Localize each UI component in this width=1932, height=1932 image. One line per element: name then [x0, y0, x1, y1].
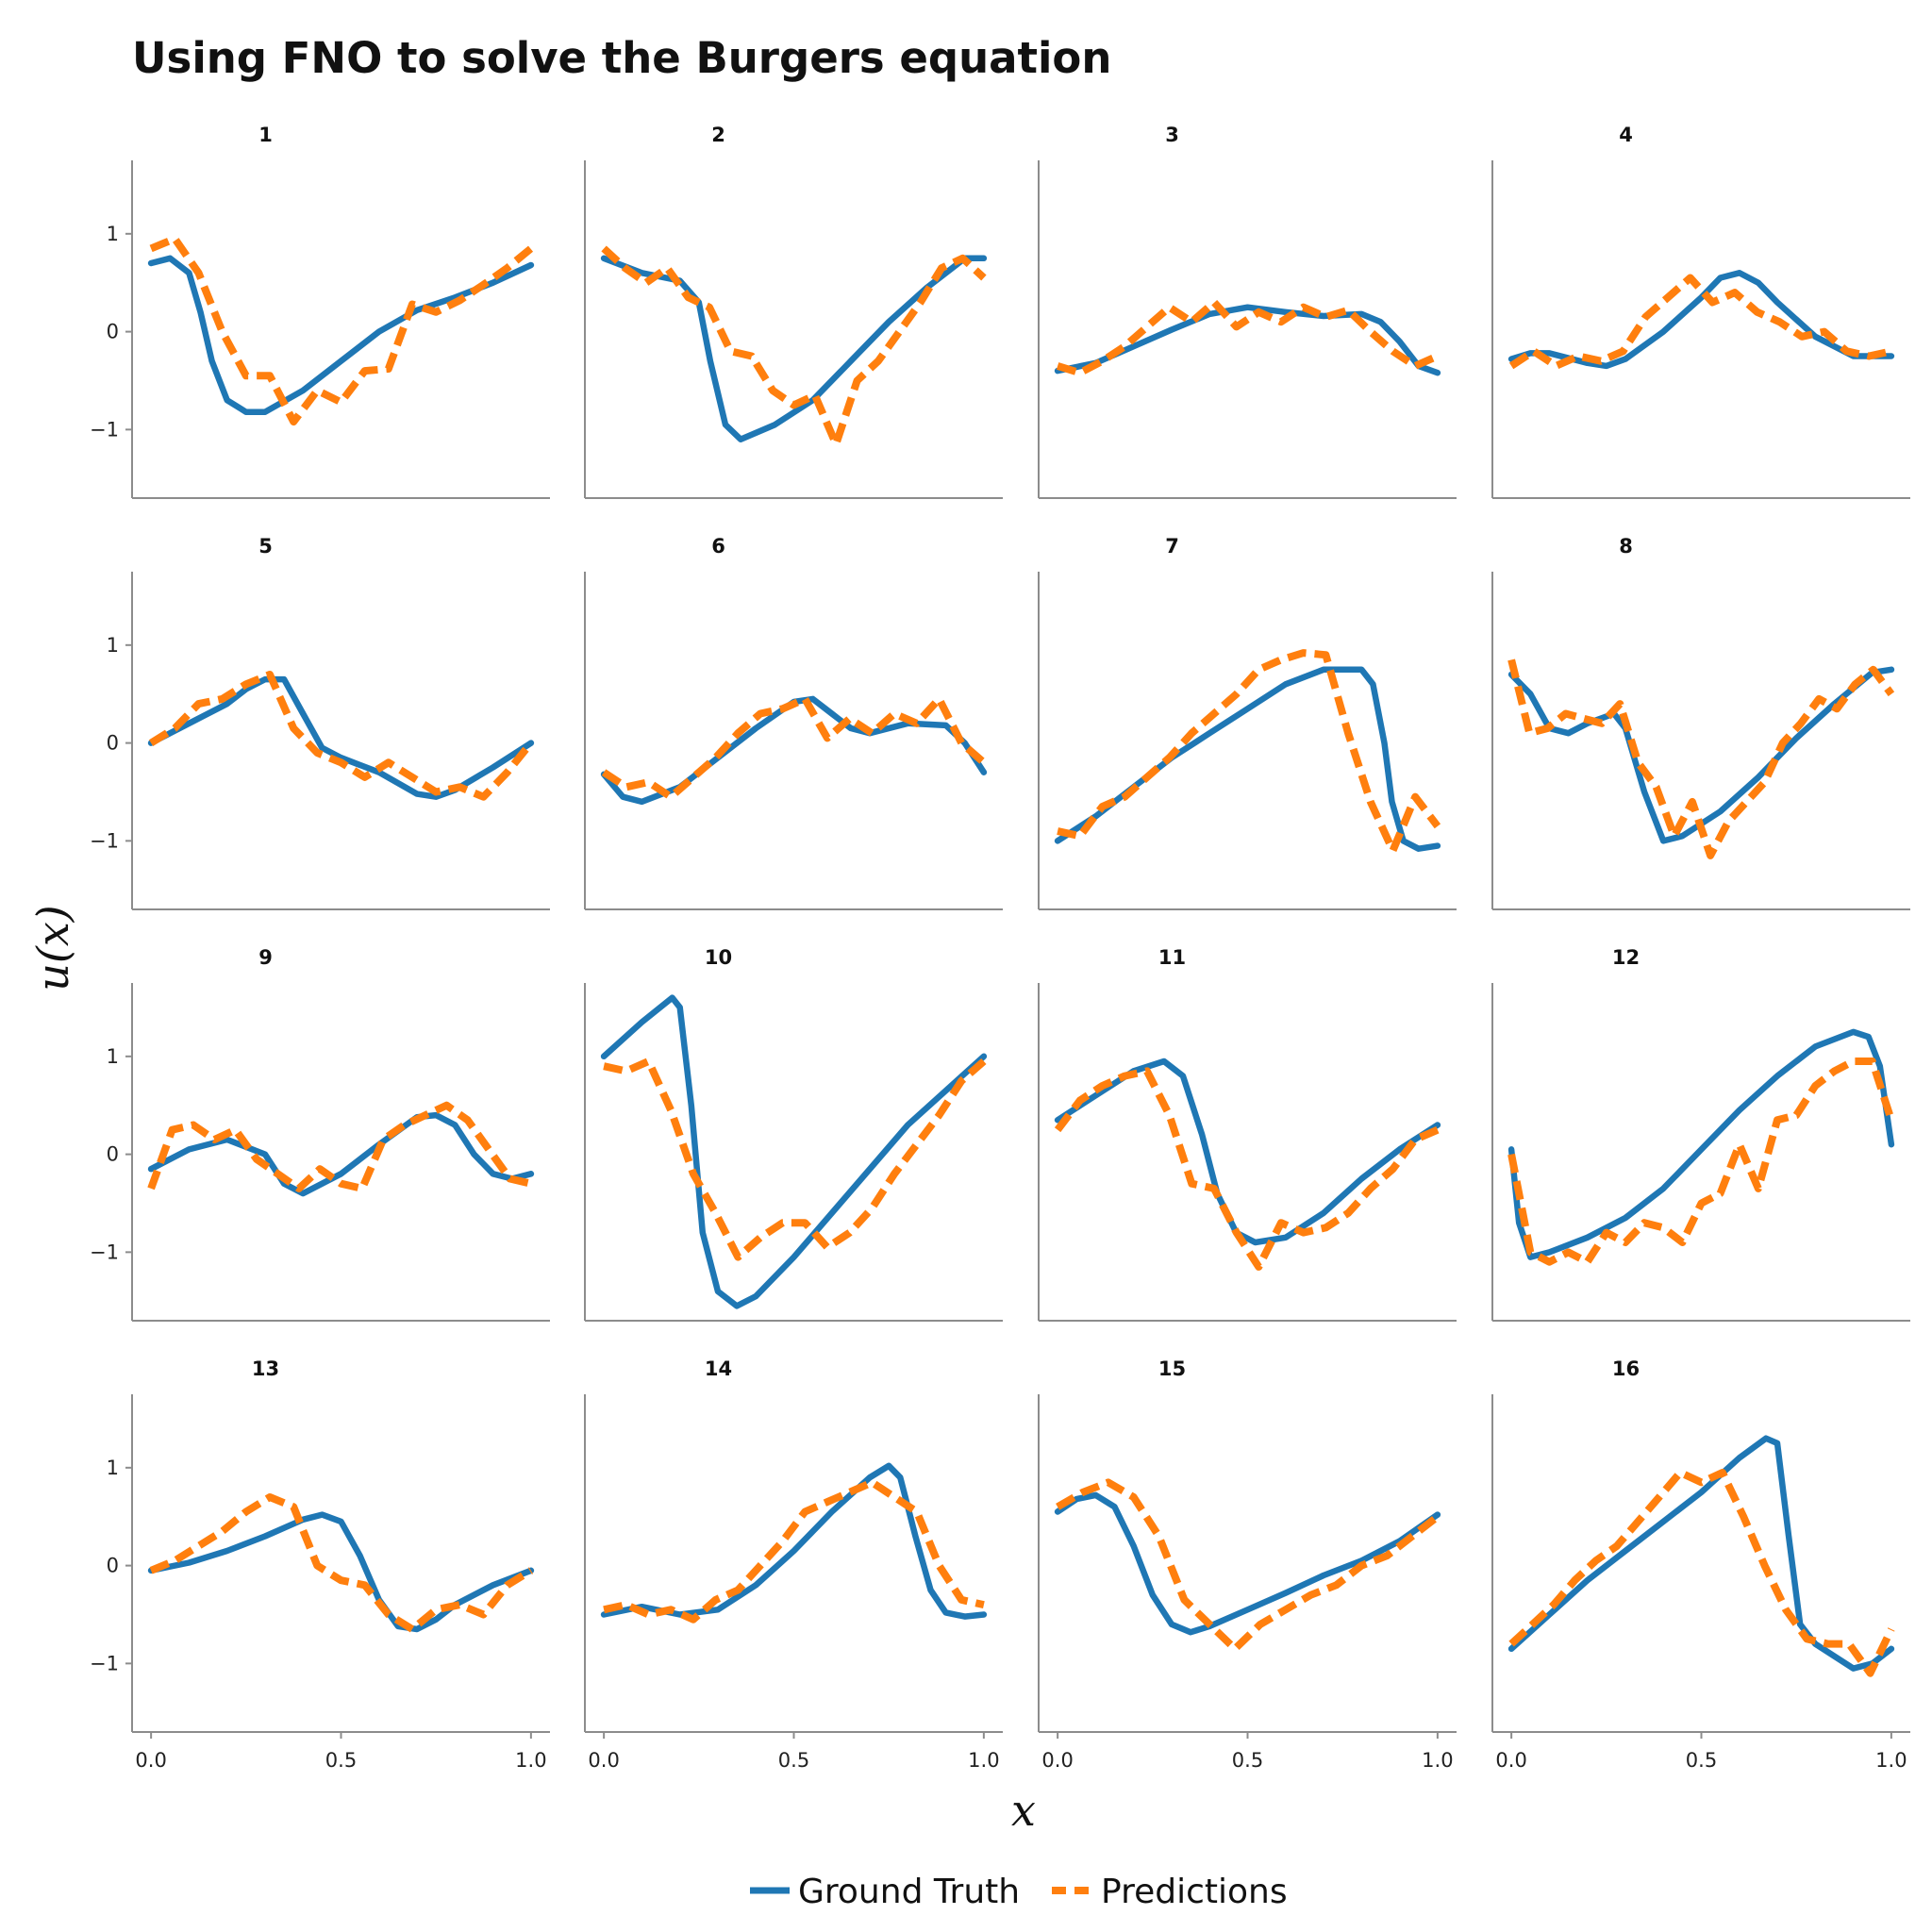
- panel-11: 11: [1038, 946, 1457, 1322]
- ground-truth-line: [147, 675, 535, 800]
- y-tick-label: 1: [107, 223, 119, 245]
- y-tick-label: 1: [107, 1457, 119, 1479]
- y-axis-label: u(x): [27, 905, 78, 991]
- panel-16: 16 0.0 0.5 1.0: [1491, 1357, 1910, 1772]
- ground-truth-line: [1054, 1491, 1441, 1636]
- x-tick-label: 1.0: [1422, 1749, 1453, 1772]
- panel-title: 12: [1612, 946, 1640, 969]
- panel-4: 4: [1491, 124, 1910, 499]
- chart-title: Using FNO to solve the Burgers equation: [132, 33, 1111, 83]
- x-tick-label: 0.0: [1495, 1749, 1526, 1772]
- y-tick-label: −1: [90, 418, 119, 441]
- ground-truth-line: [1507, 666, 1895, 844]
- panel-3: 3: [1038, 124, 1457, 499]
- y-tick-label: 0: [107, 321, 119, 343]
- x-tick-label: 0.5: [778, 1749, 809, 1772]
- ground-truth-line: [600, 994, 988, 1309]
- panel-title: 5: [258, 535, 273, 558]
- panel-title: 8: [1619, 535, 1633, 558]
- y-tick-label: −1: [90, 1241, 119, 1263]
- ground-truth-line: [1507, 270, 1895, 370]
- predictions-line: [147, 1101, 532, 1192]
- panel-title: 11: [1158, 946, 1186, 969]
- panel-title: 10: [705, 946, 732, 969]
- predictions-line: [603, 1058, 987, 1261]
- panel-10: 10: [584, 946, 1003, 1322]
- x-tick-label: 0.0: [588, 1749, 619, 1772]
- legend-label-predictions: Predictions: [1101, 1873, 1288, 1911]
- predictions-line: [1054, 1067, 1440, 1271]
- x-tick-label: 0.5: [1232, 1749, 1263, 1772]
- predictions-line: [1507, 1058, 1895, 1266]
- panel-title: 9: [258, 946, 273, 969]
- panel-title: 15: [1158, 1357, 1186, 1380]
- panel-title: 14: [705, 1357, 732, 1380]
- panel-title: 6: [711, 535, 725, 558]
- x-tick-label: 1.0: [1875, 1749, 1907, 1772]
- panel-title: 7: [1165, 535, 1179, 558]
- predictions-line: [1508, 274, 1892, 370]
- ground-truth-line: [600, 695, 988, 806]
- y-tick-label: 1: [107, 634, 119, 657]
- panel-8: 8: [1491, 535, 1910, 910]
- predictions-line: [149, 1493, 533, 1633]
- panel-6: 6: [584, 535, 1003, 910]
- y-tick-label: 0: [107, 1143, 119, 1166]
- predictions-line: [149, 235, 534, 426]
- y-tick-label: 0: [107, 732, 119, 755]
- x-tick-label: 0.5: [325, 1749, 357, 1772]
- panel-2: 2: [584, 124, 1003, 499]
- panel-12: 12: [1491, 946, 1910, 1322]
- x-tick-label: 0.0: [1041, 1749, 1073, 1772]
- panel-title: 4: [1619, 124, 1633, 146]
- ground-truth-line: [1054, 304, 1441, 376]
- panel-15: 15 0.0 0.5 1.0: [1038, 1357, 1457, 1772]
- panel-title: 2: [711, 124, 725, 146]
- predictions-line: [148, 671, 535, 801]
- x-tick-label: 0.5: [1686, 1749, 1717, 1772]
- ground-truth-line: [1507, 1028, 1895, 1260]
- ground-truth-line: [147, 255, 535, 415]
- panel-title: 3: [1165, 124, 1179, 146]
- x-tick-label: 0.0: [135, 1749, 166, 1772]
- predictions-line: [603, 1478, 985, 1624]
- y-tick-label: −1: [90, 829, 119, 852]
- ground-truth-line: [1054, 666, 1441, 852]
- panel-14: 14 0.0 0.5 1.0: [584, 1357, 1003, 1772]
- predictions-line: [601, 245, 987, 448]
- ground-truth-line: [1054, 1058, 1441, 1246]
- ground-truth-line: [600, 1462, 988, 1620]
- predictions-line: [1057, 649, 1441, 855]
- panel-title: 13: [252, 1357, 279, 1380]
- ground-truth-line: [600, 255, 988, 442]
- legend-label-ground-truth: Ground Truth: [798, 1873, 1020, 1911]
- x-axis-label: x: [1011, 1785, 1036, 1836]
- predictions-line: [601, 694, 987, 801]
- panel-9: 9 1 0 −1: [90, 946, 550, 1322]
- ground-truth-line: [1507, 1435, 1895, 1672]
- predictions-line: [1507, 658, 1895, 859]
- y-tick-label: −1: [90, 1652, 119, 1674]
- panel-5: 5 1 0 −1: [90, 535, 550, 910]
- legend: Ground Truth Predictions: [750, 1873, 1288, 1911]
- predictions-line: [1056, 298, 1440, 377]
- y-tick-label: 1: [107, 1045, 119, 1068]
- x-tick-label: 1.0: [968, 1749, 999, 1772]
- predictions-line: [1508, 1469, 1895, 1677]
- panel-7: 7: [1038, 535, 1457, 910]
- panel-title: 16: [1612, 1357, 1640, 1380]
- panel-title: 1: [258, 124, 273, 146]
- x-tick-label: 1.0: [515, 1749, 546, 1772]
- y-tick-label: 0: [107, 1555, 119, 1577]
- panel-13: 13 1 0 −1 0.0 0.5 1.0: [90, 1357, 550, 1772]
- panel-1: 1 1 0 −1: [90, 124, 550, 499]
- predictions-line: [1056, 1478, 1441, 1653]
